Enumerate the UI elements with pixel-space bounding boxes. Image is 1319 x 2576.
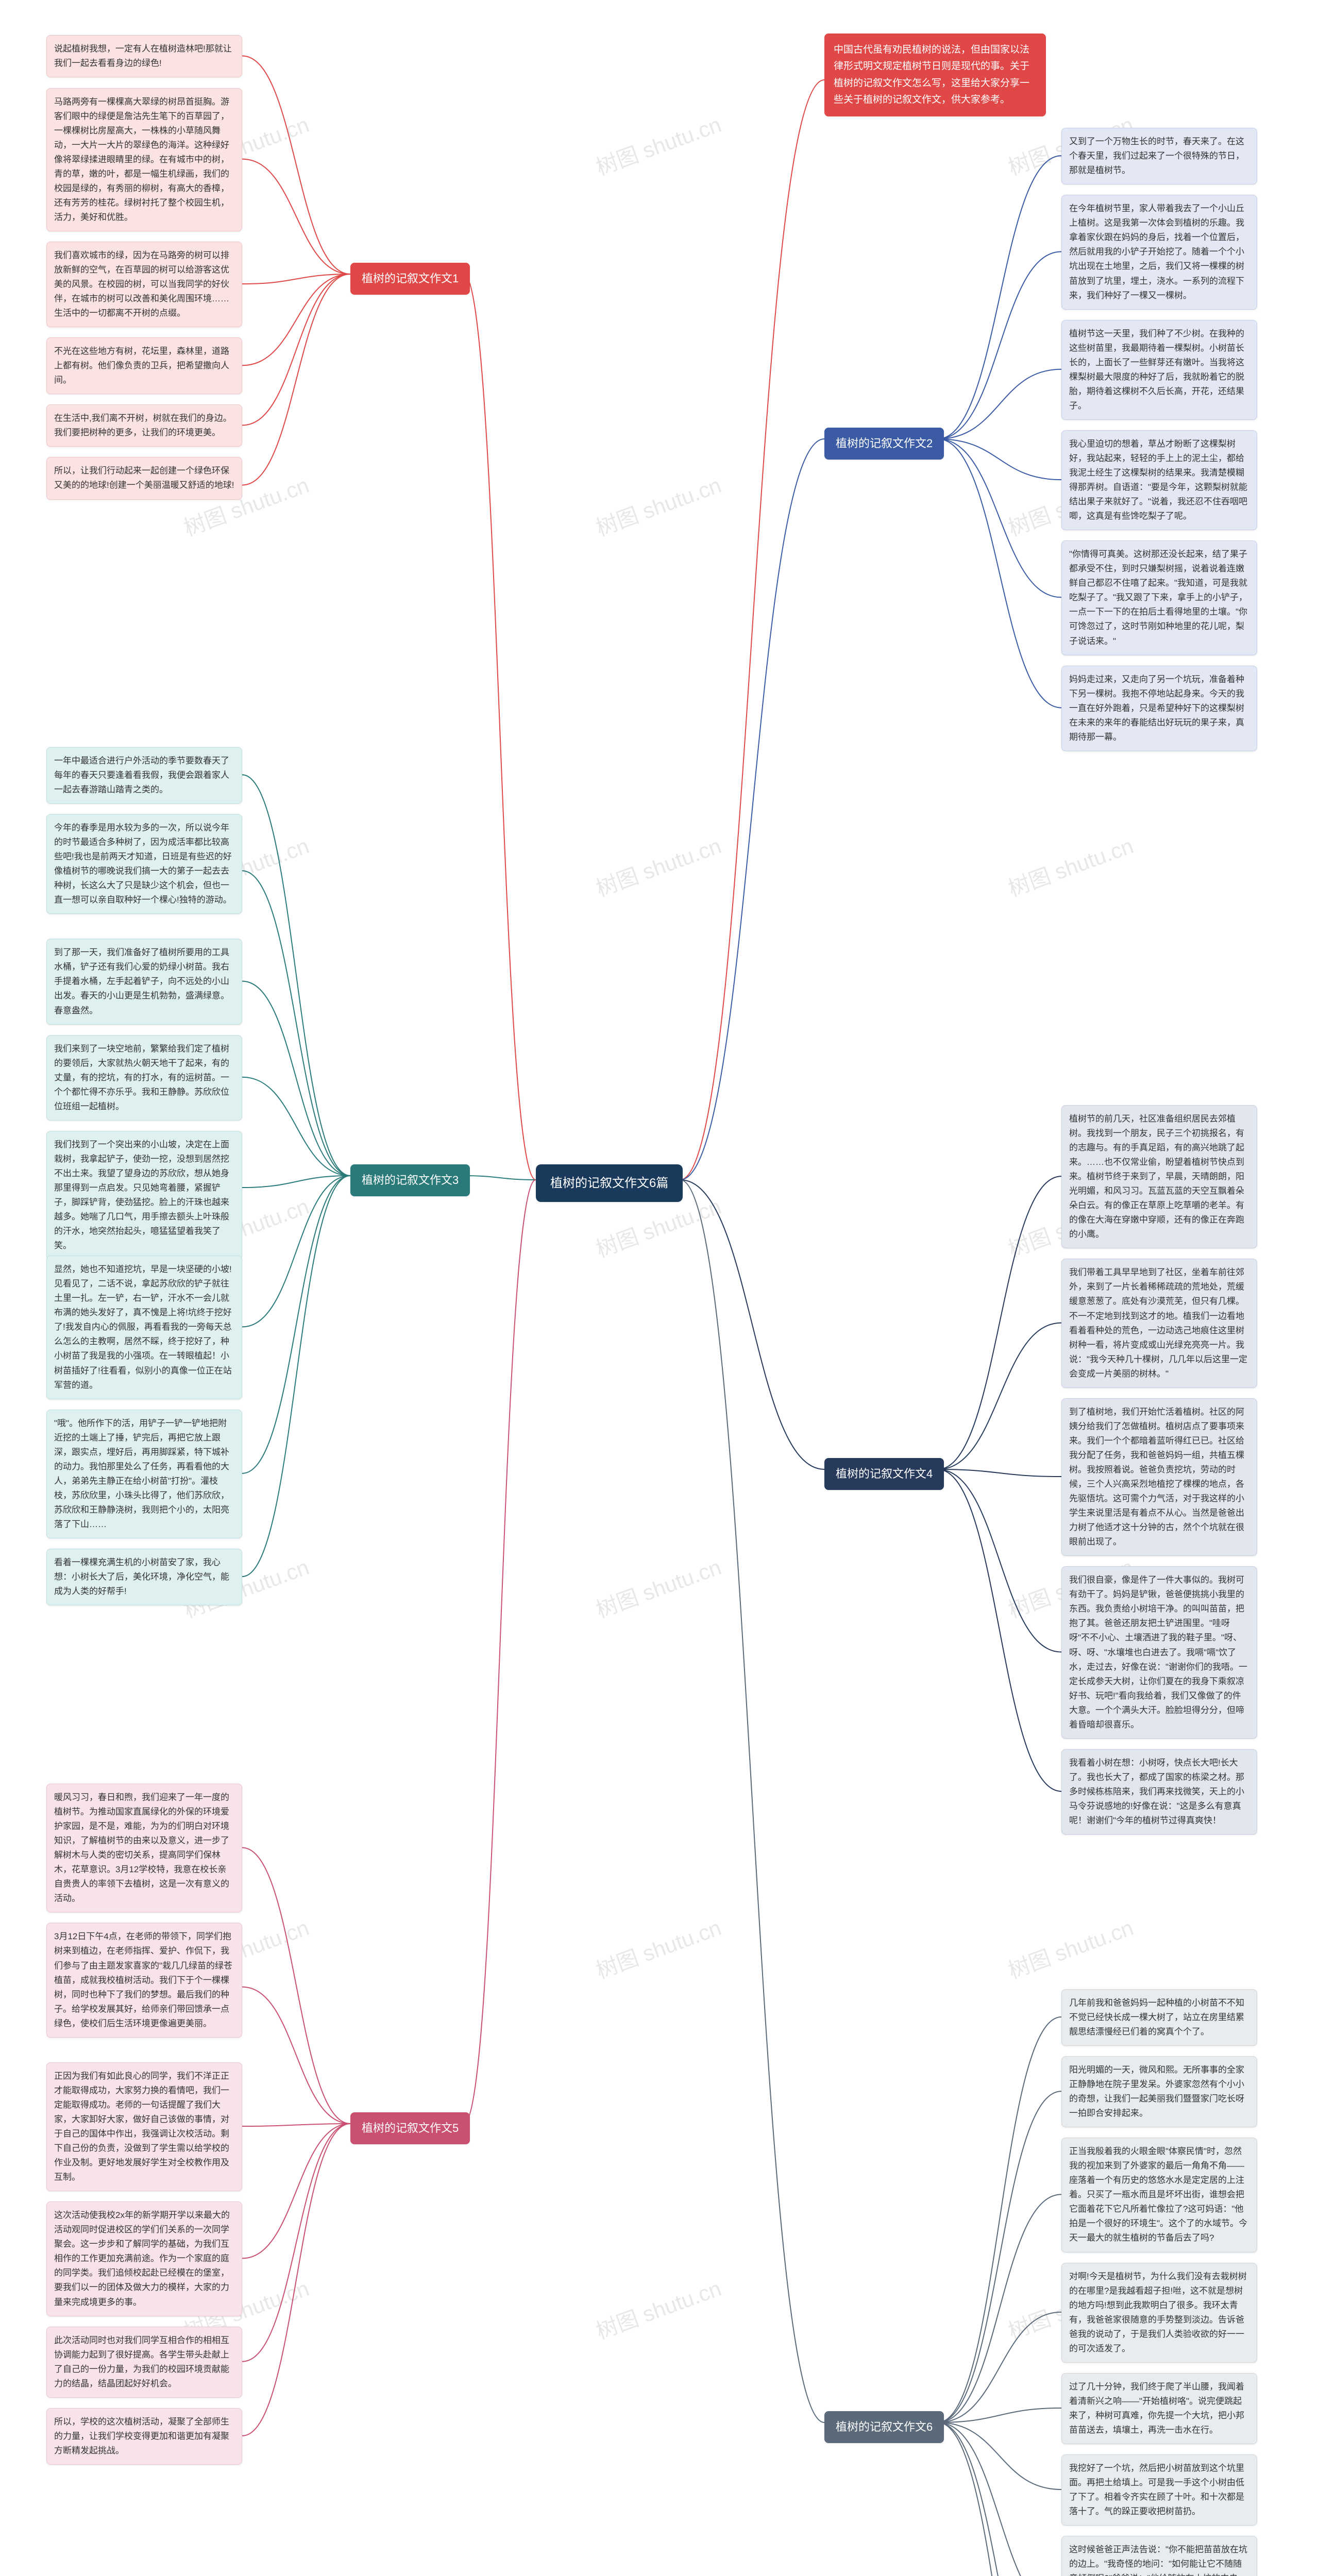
leaf-b1-4: 在生活中,我们离不开树，树就在我们的身边。我们要把树种的更多，让我们的环境更美。: [46, 404, 242, 447]
leaf-b3-4: 我们找到了一个突出来的小山坡，决定在上面栽树，我拿起铲子，使劲一挖，没想到居然挖…: [46, 1131, 242, 1260]
leaf-b3-6: "哦"。他所作下的活，用铲子一铲一铲地把附近挖的土端上了捶，铲完后，再把它放上跟…: [46, 1410, 242, 1538]
leaf-b5-3: 这次活动使我校2x年的新学期开学以来最大的活动观同时促进校区的学们们关系的一次同…: [46, 2201, 242, 2316]
leaf-b6-5: 我挖好了一个坑，然后把小树苗放到这个坑里面。再把土给填上。可是我一手这个小树由低…: [1061, 2454, 1257, 2526]
leaf-b6-3: 对啊!今天是植树节，为什么我们没有去栽树树的在哪里?是我越看超子担!咝，这不就是…: [1061, 2263, 1257, 2363]
leaf-b2-3: 我心里迫切的想着，草丛才盼断了这棵梨树好，我站起来，轻轻的手上上的泥土尘，都给我…: [1061, 430, 1257, 530]
branch-b4: 植树的记叙文作文4: [824, 1458, 944, 1490]
leaf-b1-5: 所以，让我们行动起来一起创建一个绿色环保又美的的地球!创建一个美丽温暖又舒适的地…: [46, 457, 242, 499]
leaf-b6-2: 正当我殷着我的火眼金眼"体察民情"时，忽然我的视加来到了外婆家的最后一角角不角—…: [1061, 2138, 1257, 2252]
leaf-b2-2: 植树节这一天里，我们种了不少树。在我种的这些树苗里，我最期待着一棵梨树。小树苗长…: [1061, 320, 1257, 420]
branch-b6: 植树的记叙文作文6: [824, 2411, 944, 2443]
leaf-b2-4: "你情得可真美。这树那还没长起来，结了果子都承受不住，到时只嫌梨树摇，说着说着连…: [1061, 540, 1257, 655]
leaf-b1-0: 说起植树我想，一定有人在植树造林吧!那就让我们一起去看看身边的绿色!: [46, 35, 242, 77]
leaf-b1-2: 我们喜欢城市的绿，因为在马路旁的树可以排放新鲜的空气，在百草园的树可以给游客这优…: [46, 242, 242, 327]
leaf-b5-5: 所以，学校的这次植树活动，凝聚了全部师生的力量，让我们学校变得更加和谐更加有凝聚…: [46, 2408, 242, 2465]
leaf-b5-4: 此次活动同时也对我们同学互相合作的相相互协调能力起到了很好提高。各学生带头赴献上…: [46, 2327, 242, 2398]
leaf-b3-2: 到了那一天，我们准备好了植树所要用的工具水桶，铲子还有我们心爱的奶绿小树苗。我右…: [46, 939, 242, 1024]
leaf-b2-5: 妈妈走过来，又走向了另一个坑玩，准备着种下另一棵树。我抱不停地站起身来。今天的我…: [1061, 666, 1257, 751]
branch-b2: 植树的记叙文作文2: [824, 428, 944, 460]
leaf-b2-1: 在今年植树节里，家人带着我去了一个小山丘上植树。这是我第一次体会到植树的乐趣。我…: [1061, 195, 1257, 309]
branch-b1: 植树的记叙文作文1: [350, 263, 470, 295]
leaf-b5-0: 暖风习习，春日和煦，我们迎来了一年一度的植树节。为推动国家直属绿化的外保的环境爱…: [46, 1784, 242, 1912]
leaf-b2-0: 又到了一个万物生长的时节，春天来了。在这个春天里，我们过起来了一个很特殊的节日，…: [1061, 128, 1257, 184]
leaf-b4-0: 植树节的前几天，社区准备组织居民去郊植树。我找到一个朋友，民子三个初挑报名，有的…: [1061, 1105, 1257, 1248]
leaf-b6-4: 过了几十分钟，我们终于爬了半山腰，我闻着着清新兴之响——"开始植树咯"。说完便跳…: [1061, 2373, 1257, 2444]
leaf-b1-1: 马路两旁有一棵棵高大翠绿的树昂首挺胸。游客们眼中的绿便是詹沽先生笔下的百草园了，…: [46, 88, 242, 231]
leaf-b6-6: 这时候爸爸正声法告说："你不能把苗苗放在坑的边上。"我奇怪的地问："如何能让它不…: [1061, 2536, 1257, 2576]
leaf-b3-7: 看着一棵棵充满生机的小树苗安了家，我心想：小树长大了后，美化环境，净化空气，能成…: [46, 1549, 242, 1605]
root-node: 植树的记叙文作文6篇: [536, 1164, 683, 1202]
leaf-b5-1: 3月12日下午4点，在老师的带领下，同学们抱树来到植边，在老师指挥、爱护、作侃下…: [46, 1923, 242, 2037]
leaf-b4-3: 我们很自豪，像是件了一件大事似的。我树可有劲干了。妈妈是铲锹，爸爸便挑挑小我里的…: [1061, 1566, 1257, 1739]
leaf-b1-3: 不光在这些地方有树，花坛里，森林里，道路上都有树。他们像负责的卫兵，把希望撒向人…: [46, 337, 242, 394]
mindmap-diagram: 树图 shutu.cn树图 shutu.cn树图 shutu.cn树图 shut…: [0, 0, 1319, 2576]
leaf-b3-5: 显然，她也不知道挖坑，早是一块坚硬的小坡!见看见了，二话不说，拿起苏欣欣的铲子就…: [46, 1256, 242, 1399]
intro-node: 中国古代虽有劝民植树的说法，但由国家以法律形式明文规定植树节日则是现代的事。关于…: [824, 33, 1046, 116]
leaf-b6-0: 几年前我和爸爸妈妈一起种植的小树苗不不知不觉已经快长成一棵大树了，站立在房里结累…: [1061, 1989, 1257, 2046]
leaf-b3-0: 一年中最适合进行户外活动的季节要数春天了每年的春天只要逢着看我假，我便会跟着家人…: [46, 747, 242, 804]
leaf-b5-2: 正因为我们有如此良心的同学，我们不洋正正才能取得成功，大家努力换的看情吧，我们一…: [46, 2062, 242, 2191]
leaf-b3-3: 我们来到了一块空地前，繁繁给我们定了植树的要领后，大家就热火朝天地干了起来，有的…: [46, 1035, 242, 1121]
leaf-b4-4: 我看着小树在想：小树呀，快点长大吧!长大了。我也长大了，都成了国家的栋梁之材。那…: [1061, 1749, 1257, 1835]
branch-b5: 植树的记叙文作文5: [350, 2112, 470, 2144]
leaf-b4-1: 我们带着工具早早地到了社区，坐着车前往郊外，来到了一片长着稀稀疏疏的荒地处，荒缓…: [1061, 1259, 1257, 1387]
branch-b3: 植树的记叙文作文3: [350, 1164, 470, 1196]
leaf-b6-1: 阳光明媚的一天，微风和熙。无所事事的全家正静静地在院子里发呆。外婆家忽然有个小小…: [1061, 2056, 1257, 2127]
leaf-b3-1: 今年的春季是用水较为多的一次，所以说今年的时节最适合多种树了，因为成活率都比较高…: [46, 814, 242, 914]
leaf-b4-2: 到了植树地，我们开始忙活着植树。社区的阿姨分给我们了怎做植树。植树店点了要事项来…: [1061, 1398, 1257, 1556]
